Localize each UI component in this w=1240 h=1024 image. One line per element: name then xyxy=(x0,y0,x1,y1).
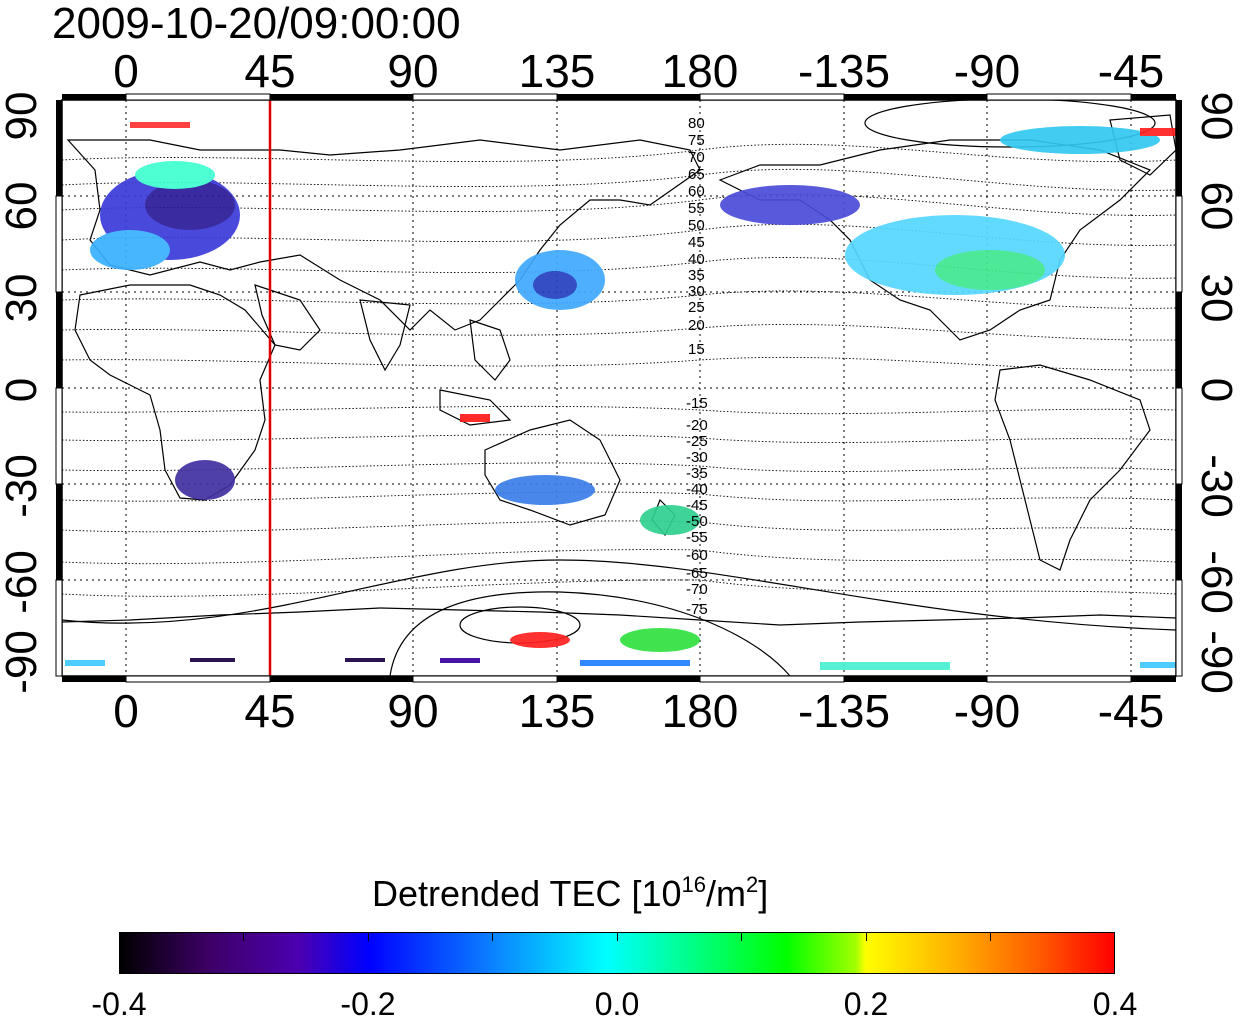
colorbar-tick xyxy=(243,932,244,941)
magnetic-contours xyxy=(62,143,1176,597)
lon-tick-top: 135 xyxy=(518,45,596,97)
colorbar-tick xyxy=(492,932,493,941)
map-title: 2009-10-20/09:00:00 xyxy=(52,0,461,48)
lon-tick-bottom: 180 xyxy=(661,685,739,737)
lon-tick-bottom: 90 xyxy=(387,685,439,737)
lon-tick-bottom: 0 xyxy=(113,685,139,737)
lon-tick-top: -135 xyxy=(797,45,891,97)
contour-label: -20 xyxy=(686,417,708,434)
contour-label: -70 xyxy=(686,581,708,598)
contour-label: 45 xyxy=(688,234,705,251)
colorbar-tick xyxy=(866,932,867,941)
solid-contours xyxy=(62,100,1176,676)
lon-tick-bottom: -45 xyxy=(1097,685,1165,737)
contour-label: 75 xyxy=(688,132,705,149)
contour-label: -50 xyxy=(686,513,708,530)
gridlines xyxy=(62,100,1176,676)
colorbar-tick xyxy=(368,932,369,941)
lon-tick-top: -90 xyxy=(953,45,1021,97)
lon-tick-bottom: -90 xyxy=(953,685,1021,737)
contour-label: 30 xyxy=(688,283,705,300)
lon-tick-top: 0 xyxy=(113,45,139,97)
contour-label: 40 xyxy=(688,251,705,268)
colorbar-tick xyxy=(741,932,742,941)
colorbar-title-unit-exponent: 2 xyxy=(746,872,759,897)
contour-label: -25 xyxy=(686,433,708,450)
lon-tick-bottom: 135 xyxy=(518,685,596,737)
contour-label: 80 xyxy=(688,115,705,132)
contour-label: -75 xyxy=(686,601,708,618)
contour-label: 35 xyxy=(688,267,705,284)
contour-label: 15 xyxy=(688,341,705,358)
lat-tick-right: -90 xyxy=(1192,630,1240,694)
contour-label: 20 xyxy=(688,317,705,334)
colorbar-tick xyxy=(617,932,618,941)
contour-label: -65 xyxy=(686,565,708,582)
tec-data-points xyxy=(65,122,1176,670)
contour-label: 55 xyxy=(688,200,705,217)
lat-tick-left: -90 xyxy=(0,630,46,694)
contour-label: -45 xyxy=(686,497,708,514)
contour-label: 60 xyxy=(688,183,705,200)
lon-tick-bottom: 45 xyxy=(244,685,296,737)
lon-tick-top: 45 xyxy=(244,45,296,97)
colorbar-label: 0.0 xyxy=(594,986,640,1022)
colorbar-label: 0.2 xyxy=(843,986,889,1022)
colorbar-tick xyxy=(1114,932,1115,941)
colorbar-label: -0.2 xyxy=(340,986,396,1022)
contour-label: 50 xyxy=(688,217,705,234)
colorbar-title-prefix: Detrended TEC [10 xyxy=(372,873,682,914)
lon-tick-top: 90 xyxy=(387,45,439,97)
lon-tick-top: 180 xyxy=(661,45,739,97)
plot-frame xyxy=(61,99,1177,677)
contour-label: -60 xyxy=(686,547,708,564)
colorbar-tick xyxy=(119,932,120,941)
contour-label: -30 xyxy=(686,449,708,466)
lon-tick-bottom: -135 xyxy=(797,685,891,737)
colorbar-title-exponent: 16 xyxy=(681,872,706,897)
contour-label: -35 xyxy=(686,465,708,482)
contour-label: 65 xyxy=(688,166,705,183)
axis-bars xyxy=(55,93,1183,683)
colorbar-tick xyxy=(990,932,991,941)
colorbar-label: 0.4 xyxy=(1092,986,1138,1022)
colorbar-title-suffix: ] xyxy=(758,873,769,914)
contour-label: -15 xyxy=(686,395,708,412)
lon-tick-top: -45 xyxy=(1097,45,1165,97)
colorbar-label: -0.4 xyxy=(91,986,147,1022)
contour-label: -55 xyxy=(686,529,708,546)
contour-label: 25 xyxy=(688,299,705,316)
colorbar-title-unit: /m xyxy=(706,873,746,914)
contour-label: -40 xyxy=(686,481,708,498)
colorbar-title: Detrended TEC [1016/m2] xyxy=(372,872,768,916)
contour-label: 70 xyxy=(688,149,705,166)
